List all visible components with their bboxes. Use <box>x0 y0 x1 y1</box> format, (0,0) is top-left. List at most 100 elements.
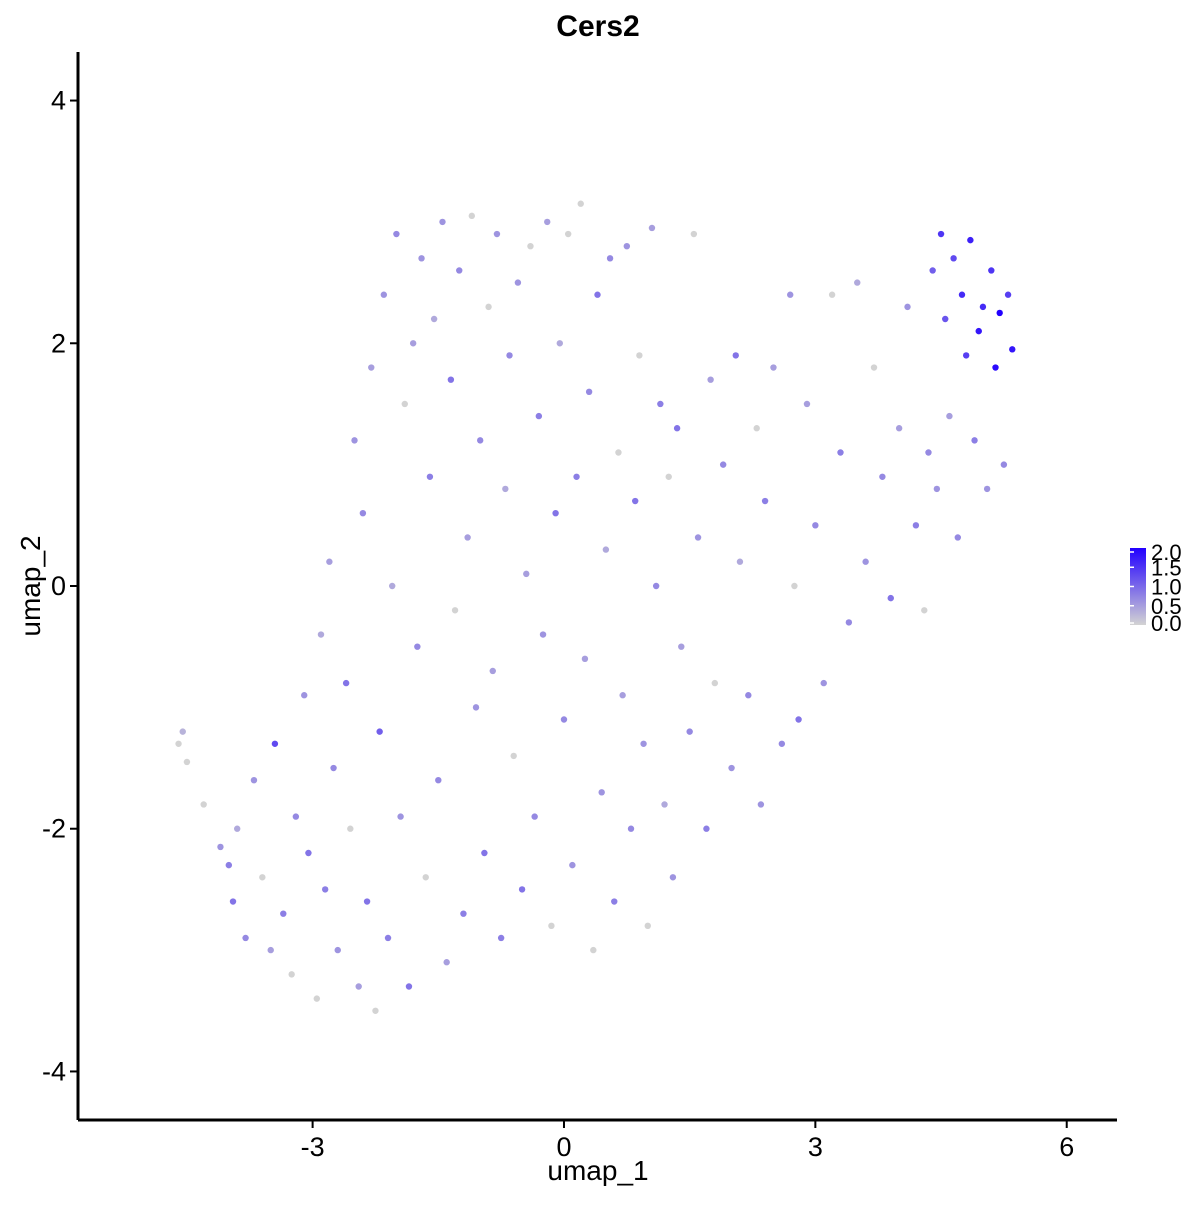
data-point <box>992 364 999 371</box>
data-point <box>409 340 417 347</box>
data-point <box>942 315 949 323</box>
data-point <box>435 776 442 784</box>
data-point <box>619 692 626 699</box>
data-point <box>912 522 920 529</box>
data-point <box>946 412 953 420</box>
y-tick-label: 2 <box>51 328 66 358</box>
data-point <box>573 473 580 480</box>
data-point <box>548 922 555 930</box>
data-point <box>971 437 978 444</box>
data-point <box>569 861 576 869</box>
data-point <box>229 898 237 905</box>
data-point <box>326 558 333 565</box>
data-point <box>837 449 844 456</box>
data-point <box>862 558 869 565</box>
x-axis-title: umap_1 <box>547 1155 648 1186</box>
data-point <box>954 534 961 541</box>
data-point <box>179 728 186 735</box>
data-point <box>828 291 836 298</box>
data-point <box>640 740 647 747</box>
data-point <box>975 327 982 335</box>
data-point <box>845 619 853 626</box>
data-point <box>552 509 559 517</box>
data-point <box>393 230 400 238</box>
data-point <box>472 704 480 711</box>
data-point <box>506 352 513 359</box>
data-point <box>535 412 543 420</box>
data-point <box>611 898 618 905</box>
legend-tick-label: 2.0 <box>1151 540 1182 565</box>
data-point <box>405 983 413 990</box>
data-point <box>301 692 308 699</box>
data-point <box>380 291 388 298</box>
data-point <box>250 776 258 784</box>
data-point <box>581 655 589 663</box>
data-point <box>363 898 371 905</box>
legend-ticks: 0.00.51.01.52.0 <box>1130 540 1182 636</box>
data-point <box>544 218 551 226</box>
data-point <box>933 485 941 493</box>
data-point <box>925 449 932 456</box>
data-point <box>305 849 312 857</box>
legend-tick-label: 1.0 <box>1151 575 1182 600</box>
data-point <box>430 315 438 323</box>
data-point <box>426 473 434 480</box>
y-tick-label: -4 <box>42 1056 66 1086</box>
data-point <box>493 230 501 238</box>
data-point <box>921 607 928 614</box>
data-point <box>778 740 786 747</box>
data-point <box>627 825 635 832</box>
data-point <box>384 934 392 942</box>
data-point <box>447 376 455 383</box>
legend-tick-label: 0.5 <box>1151 594 1182 619</box>
data-point <box>401 400 408 408</box>
data-point <box>481 849 488 857</box>
data-point <box>464 534 471 541</box>
data-point <box>1004 291 1012 298</box>
data-point <box>451 607 459 614</box>
data-point <box>694 534 702 541</box>
data-point <box>502 485 509 493</box>
x-tick-label: -3 <box>301 1132 325 1162</box>
x-axis-ticks: -3 0 3 6 <box>301 1120 1074 1162</box>
data-point <box>606 255 614 262</box>
data-point <box>183 758 191 766</box>
data-point <box>476 437 484 444</box>
data-point <box>372 1007 379 1014</box>
data-point <box>686 728 693 735</box>
data-point <box>585 388 593 396</box>
data-point <box>355 983 362 990</box>
data-point <box>347 825 354 832</box>
data-point <box>439 218 446 226</box>
data-point <box>661 801 668 808</box>
data-point <box>175 740 182 747</box>
data-point <box>736 558 744 565</box>
data-point <box>757 801 765 808</box>
data-point <box>979 303 987 311</box>
data-point <box>753 425 760 432</box>
data-point <box>615 449 622 456</box>
data-point <box>652 582 660 590</box>
data-point <box>770 364 777 371</box>
data-point <box>787 291 794 298</box>
data-point <box>648 224 656 232</box>
data-point <box>267 946 274 954</box>
data-point <box>376 728 383 735</box>
data-point <box>468 212 476 220</box>
data-point <box>271 740 279 747</box>
data-point <box>321 886 329 893</box>
data-point <box>397 813 404 820</box>
data-point <box>669 874 677 881</box>
data-point <box>242 934 249 942</box>
data-point <box>389 582 396 590</box>
data-point <box>728 764 735 772</box>
data-point <box>745 692 752 699</box>
data-point <box>1000 461 1008 468</box>
data-point <box>288 971 295 978</box>
data-point <box>560 716 568 723</box>
data-point <box>317 631 325 638</box>
data-point <box>351 437 358 444</box>
data-point <box>967 236 974 244</box>
data-point <box>636 352 643 359</box>
